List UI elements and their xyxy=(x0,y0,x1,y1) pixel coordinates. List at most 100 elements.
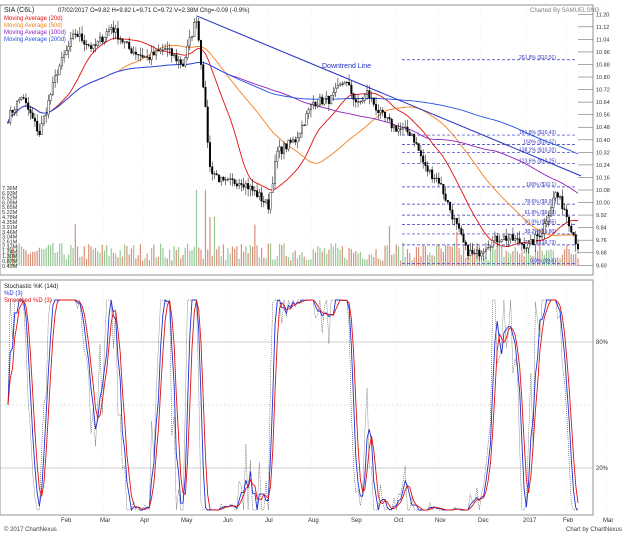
volume-bar xyxy=(418,247,420,266)
volume-bar xyxy=(413,257,415,266)
volume-bar xyxy=(90,246,92,266)
volume-bar xyxy=(195,189,198,266)
volume-bar xyxy=(193,246,195,266)
candle-body xyxy=(372,97,375,105)
volume-bar xyxy=(287,257,290,266)
volume-bar xyxy=(424,246,427,266)
candle-body xyxy=(146,56,149,58)
stoch-tick-label: 80% xyxy=(596,340,609,346)
volume-bar xyxy=(391,254,393,266)
candle-body xyxy=(186,45,189,58)
price-tick-label: 10.56 xyxy=(596,113,610,119)
candle-body xyxy=(523,243,526,249)
candle-body xyxy=(505,235,508,241)
candle-body xyxy=(498,241,501,243)
volume-bar xyxy=(415,247,418,266)
candle-body xyxy=(527,243,530,249)
price-tick-label: 10.64 xyxy=(596,100,610,106)
candle-body xyxy=(114,28,117,33)
volume-bar xyxy=(43,249,45,266)
candle-body xyxy=(568,216,571,227)
candle-body xyxy=(410,133,413,136)
volume-bar xyxy=(23,248,25,266)
candle-body xyxy=(449,201,452,211)
candle-body xyxy=(354,99,357,103)
volume-bar xyxy=(115,253,117,266)
candle-body xyxy=(339,83,342,86)
candle-body xyxy=(103,36,106,43)
candle-body xyxy=(161,49,164,51)
candle-body xyxy=(392,125,395,129)
volume-bar xyxy=(317,246,319,266)
candle-body xyxy=(13,109,16,113)
volume-bar xyxy=(346,259,348,266)
volume-tick-label: 2.61M xyxy=(2,239,18,245)
volume-bar xyxy=(247,253,249,266)
volume-bar xyxy=(126,245,128,266)
candle-body xyxy=(377,109,380,113)
volume-bar xyxy=(438,245,440,266)
candle-body xyxy=(123,41,126,43)
volume-bar xyxy=(63,254,65,266)
candle-body xyxy=(206,106,209,143)
candle-body xyxy=(559,196,562,198)
volume-tick-label: 4.78M xyxy=(2,215,18,221)
volume-bar xyxy=(260,247,263,266)
candle-body xyxy=(433,178,436,180)
candle-body xyxy=(318,96,321,106)
stats-label: O=9.82 H=9.82 L=9.71 C=9.72 V=2.38M Chg=… xyxy=(90,8,249,14)
volume-tick-label: 0.43M xyxy=(2,264,18,270)
candle-body xyxy=(298,132,301,138)
candle-body xyxy=(90,45,93,49)
fib-level-label: 150% ($10.37) xyxy=(523,139,556,145)
volume-bar xyxy=(554,257,557,266)
volume-bar xyxy=(465,257,467,266)
candle-body xyxy=(563,208,566,210)
volume-bar xyxy=(258,257,260,266)
volume-tick-label: 1.74M xyxy=(2,249,18,255)
volume-bar xyxy=(128,254,130,266)
candle-body xyxy=(476,249,479,254)
grid xyxy=(0,6,607,514)
volume-bar xyxy=(568,249,570,266)
volume-bar xyxy=(243,251,245,266)
candle-body xyxy=(42,115,45,124)
candle-body xyxy=(193,22,196,37)
candle-body xyxy=(570,225,573,233)
volume-bar xyxy=(283,243,285,266)
volume-bar xyxy=(153,244,155,266)
candle-body xyxy=(294,139,297,143)
volume-bar xyxy=(216,249,218,266)
volume-bar xyxy=(101,245,103,266)
fib-level-label: 23.6% ($9.73) xyxy=(525,240,557,246)
candle-body xyxy=(309,104,312,110)
volume-bar xyxy=(299,254,301,266)
candle-body xyxy=(323,98,326,105)
candle-body xyxy=(484,248,487,252)
candle-body xyxy=(399,128,402,130)
volume-bar xyxy=(377,258,379,266)
volume-bar xyxy=(572,254,575,266)
volume-bar xyxy=(76,246,79,266)
volume-bar xyxy=(539,243,541,266)
price-tick-label: 10.40 xyxy=(596,138,610,144)
candle-body xyxy=(267,199,270,210)
volume-bar xyxy=(474,252,476,266)
volume-bar xyxy=(559,258,561,266)
volume-tick-label: 2.17M xyxy=(2,244,18,250)
candle-body xyxy=(395,125,398,132)
volume-bar xyxy=(204,189,207,266)
candle-body xyxy=(22,97,25,99)
candle-body xyxy=(473,253,476,255)
volume-tick-label: 3.46M xyxy=(2,230,18,236)
volume-bar xyxy=(103,250,106,266)
fib-level-label: 50.0% ($9.85) xyxy=(525,220,557,226)
candle-body xyxy=(226,179,229,181)
volume-bar xyxy=(198,247,200,266)
candle-body xyxy=(56,74,59,76)
price-tick-label: 10.80 xyxy=(596,75,610,81)
candle-body xyxy=(554,192,557,199)
candle-body xyxy=(130,48,133,54)
candle-body xyxy=(442,184,445,195)
volume-bar xyxy=(106,244,108,266)
